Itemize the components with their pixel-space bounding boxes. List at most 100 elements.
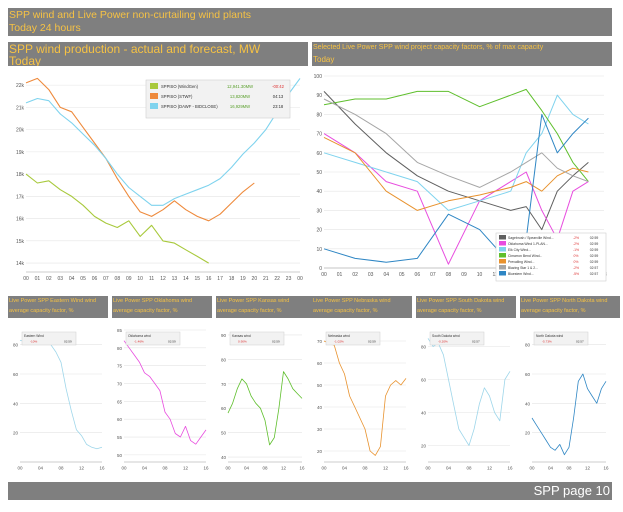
legend-swatch <box>499 259 506 264</box>
mini-legend-change: -0.20% <box>438 340 448 344</box>
x-tick-label: 00 <box>23 276 29 282</box>
legend-series-change: -2% <box>573 266 579 270</box>
y-tick-label: 40 <box>13 401 19 406</box>
legend-swatch <box>499 247 506 252</box>
x-tick-label: 08 <box>262 466 268 471</box>
cf-legend: Sagebrush / Spearville Wind... -2% 02:59 Ok… <box>495 232 607 282</box>
mini-legend-change: -1.46% <box>134 340 144 344</box>
x-tick-label: 04 <box>244 466 250 471</box>
series-line-0 <box>227 371 303 446</box>
legend-series-change: -2% <box>573 242 579 246</box>
legend-series-time: 02:57 <box>590 272 599 276</box>
series-line-0 <box>323 340 407 456</box>
y-tick-label: 22k <box>16 83 25 89</box>
legend-swatch <box>499 253 506 258</box>
legend-series-time: 02:59 <box>590 236 599 240</box>
y-tick-label: 20 <box>13 431 19 436</box>
legend-swatch <box>499 271 506 276</box>
legend-series-time: 02:59 <box>590 248 599 252</box>
series-line-2 <box>25 78 301 206</box>
x-tick-label: 02 <box>46 276 52 282</box>
nebraska-wind-chart: 20 30 40 50 60 70 00 04 08 12 16 Nebraska wind -1.02… <box>312 320 412 476</box>
series-line-0 <box>427 338 511 446</box>
legend-series-time: 02:57 <box>590 266 599 270</box>
small-title-oklahoma-line2: average capacity factor, % <box>113 308 178 314</box>
legend-series-time: 02:59 <box>590 242 599 246</box>
x-tick-label: 08 <box>466 466 472 471</box>
y-tick-label: 80 <box>117 346 123 351</box>
x-tick-label: 16 <box>99 466 105 471</box>
small-title-nebraska-line2: average capacity factor, % <box>313 308 378 314</box>
mini-legend: South Dakota wind -0.20% 02:57 <box>429 331 485 346</box>
legend-swatch <box>499 241 506 246</box>
small-title-eastern-line2: average capacity factor, % <box>9 308 74 314</box>
y-tick-label: 40 <box>317 405 323 410</box>
mini-legend-label: Oklahoma wind <box>128 334 151 338</box>
x-tick-label: 16 <box>206 276 212 282</box>
x-tick-label: 05 <box>399 272 405 278</box>
y-tick-label: 50 <box>316 170 322 176</box>
series-line-0 <box>531 373 607 456</box>
small-title-south-dakota-line1: Live Power SPP South Dakota wind <box>417 298 505 304</box>
y-tick-label: 40 <box>421 411 427 416</box>
small-title-nebraska-line1: Live Power SPP Nebraska wind <box>313 298 391 304</box>
small-title-eastern-line1: Live Power SPP Eastern Wind wind <box>9 298 97 304</box>
y-tick-label: 60 <box>13 372 19 377</box>
y-tick-label: 10 <box>316 247 322 253</box>
x-tick-label: 16 <box>403 466 409 471</box>
legend-series-change: -5% <box>573 272 579 276</box>
x-tick-label: 00 <box>529 466 535 471</box>
y-tick-label: 50 <box>117 453 123 458</box>
y-tick-label: 18k <box>16 172 25 178</box>
legend-series-name: Cimarron Bend Wind... <box>508 254 542 258</box>
mini-legend-time: 02:57 <box>472 340 480 344</box>
x-tick-label: 04 <box>142 466 148 471</box>
mini-legend-label: Nebraska wind <box>328 334 350 338</box>
x-tick-label: 06 <box>415 272 421 278</box>
south-dakota-wind-chart: 20 40 60 80 00 04 08 12 16 South Dakota wind -0.20… <box>416 320 516 476</box>
legend-series-value: 13,820MW <box>230 94 250 99</box>
small-title-south-dakota: Live Power SPP South Dakota wind average… <box>416 296 516 318</box>
mini-legend-change: -10% <box>30 340 37 344</box>
small-title-north-dakota: Live Power SPP North Dakota wind average… <box>520 296 620 318</box>
legend-swatch <box>499 235 506 240</box>
x-tick-label: 02 <box>352 272 358 278</box>
x-tick-label: 20 <box>252 276 258 282</box>
y-tick-label: 60 <box>317 361 323 366</box>
x-tick-label: 03 <box>368 272 374 278</box>
x-tick-label: 07 <box>103 276 109 282</box>
oklahoma-wind-chart: 50 55 60 65 70 75 80 85 00 04 08 12 16 Oklahoma wind -… <box>112 320 212 476</box>
x-tick-label: 03 <box>57 276 63 282</box>
y-tick-label: 70 <box>221 382 227 387</box>
x-tick-label: 12 <box>487 466 493 471</box>
x-tick-label: 08 <box>115 276 121 282</box>
x-tick-label: 21 <box>263 276 269 282</box>
small-title-kansas-line1: Live Power SPP Kansas wind <box>217 298 290 304</box>
mini-legend-time: 02:59 <box>168 340 176 344</box>
x-tick-label: 06 <box>92 276 98 282</box>
legend-series-name: SPPISO (DAWF - BIDCLOSE) <box>161 104 218 109</box>
legend-series-time: 02:59 <box>590 254 599 258</box>
y-tick-label: 40 <box>525 401 531 406</box>
legend-swatch <box>499 265 506 270</box>
small-title-north-dakota-line1: Live Power SPP North Dakota wind <box>521 298 608 304</box>
x-tick-label: 04 <box>383 272 389 278</box>
small-title-south-dakota-line2: average capacity factor, % <box>417 308 482 314</box>
x-tick-label: 09 <box>126 276 132 282</box>
y-tick-label: 90 <box>221 333 227 338</box>
x-tick-label: 00 <box>321 272 327 278</box>
x-tick-label: 13 <box>172 276 178 282</box>
y-tick-label: 21k <box>16 105 25 111</box>
x-tick-label: 04 <box>548 466 554 471</box>
x-tick-label: 05 <box>80 276 86 282</box>
y-tick-label: 80 <box>525 343 531 348</box>
x-tick-label: 09 <box>461 272 467 278</box>
legend-series-change: -1% <box>573 248 579 252</box>
mini-legend-time: 02:57 <box>576 340 584 344</box>
x-tick-label: 10 <box>477 272 483 278</box>
series-line-2 <box>323 94 589 211</box>
x-tick-label: 00 <box>321 466 327 471</box>
mini-legend-label: North Dakota wind <box>536 334 563 338</box>
series-line-3 <box>323 88 589 182</box>
y-tick-label: 60 <box>421 378 427 383</box>
